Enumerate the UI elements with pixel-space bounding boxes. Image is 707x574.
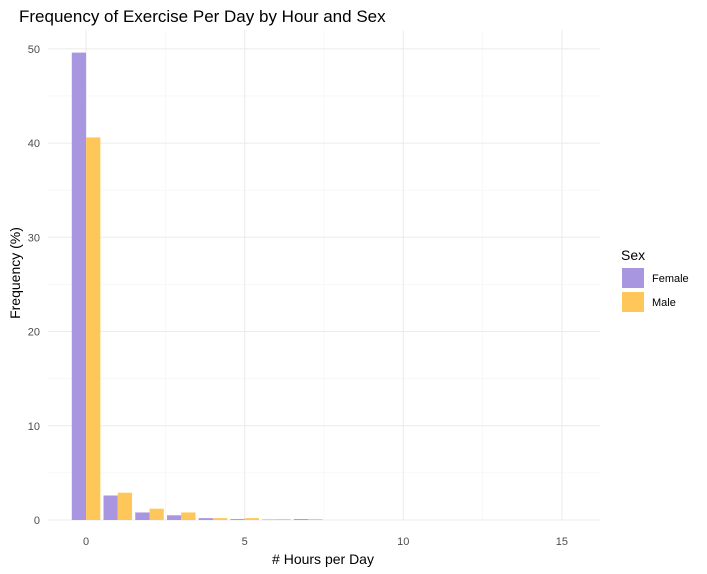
bar-male-3 [181,512,196,520]
y-axis-ticks: 0 10 20 30 40 50 [28,44,40,527]
legend-label-male: Male [652,297,676,309]
bar-female-1 [103,495,118,520]
bar-male-0 [86,137,101,520]
bar-female-0 [71,52,87,520]
bar-female-7 [293,519,309,520]
bar-female-2 [135,512,150,520]
bar-female-6 [262,519,277,521]
y-tick-label: 10 [28,421,40,433]
y-axis-title: Frequency (%) [7,227,23,319]
y-tick-label: 30 [28,232,40,244]
bar-female-4 [198,518,213,520]
x-axis-ticks: 0 5 10 15 [83,536,568,548]
x-tick-label: 5 [242,536,248,548]
grid [48,30,600,521]
bar-male-7 [308,519,323,520]
legend-title: Sex [621,247,645,263]
bar-female-5 [230,519,245,520]
chart-title: Frequency of Exercise Per Day by Hour an… [19,7,386,26]
bar-female-3 [166,515,182,520]
bars [71,52,323,521]
x-tick-label: 0 [83,536,89,548]
legend-key-male [622,292,644,312]
legend-key-female [622,268,644,288]
y-tick-label: 40 [28,138,40,150]
y-tick-label: 0 [34,515,40,527]
legend: Sex Female Male [621,247,689,312]
x-tick-label: 10 [397,536,409,548]
bar-male-2 [149,508,164,520]
bar-male-6 [276,519,291,520]
bar-male-4 [212,518,228,520]
x-axis-title: # Hours per Day [272,551,374,567]
bar-male-5 [244,518,259,520]
legend-label-female: Female [652,273,689,285]
bar-male-1 [117,492,133,520]
y-tick-label: 20 [28,327,40,339]
y-tick-label: 50 [28,44,40,56]
x-tick-label: 15 [556,536,568,548]
